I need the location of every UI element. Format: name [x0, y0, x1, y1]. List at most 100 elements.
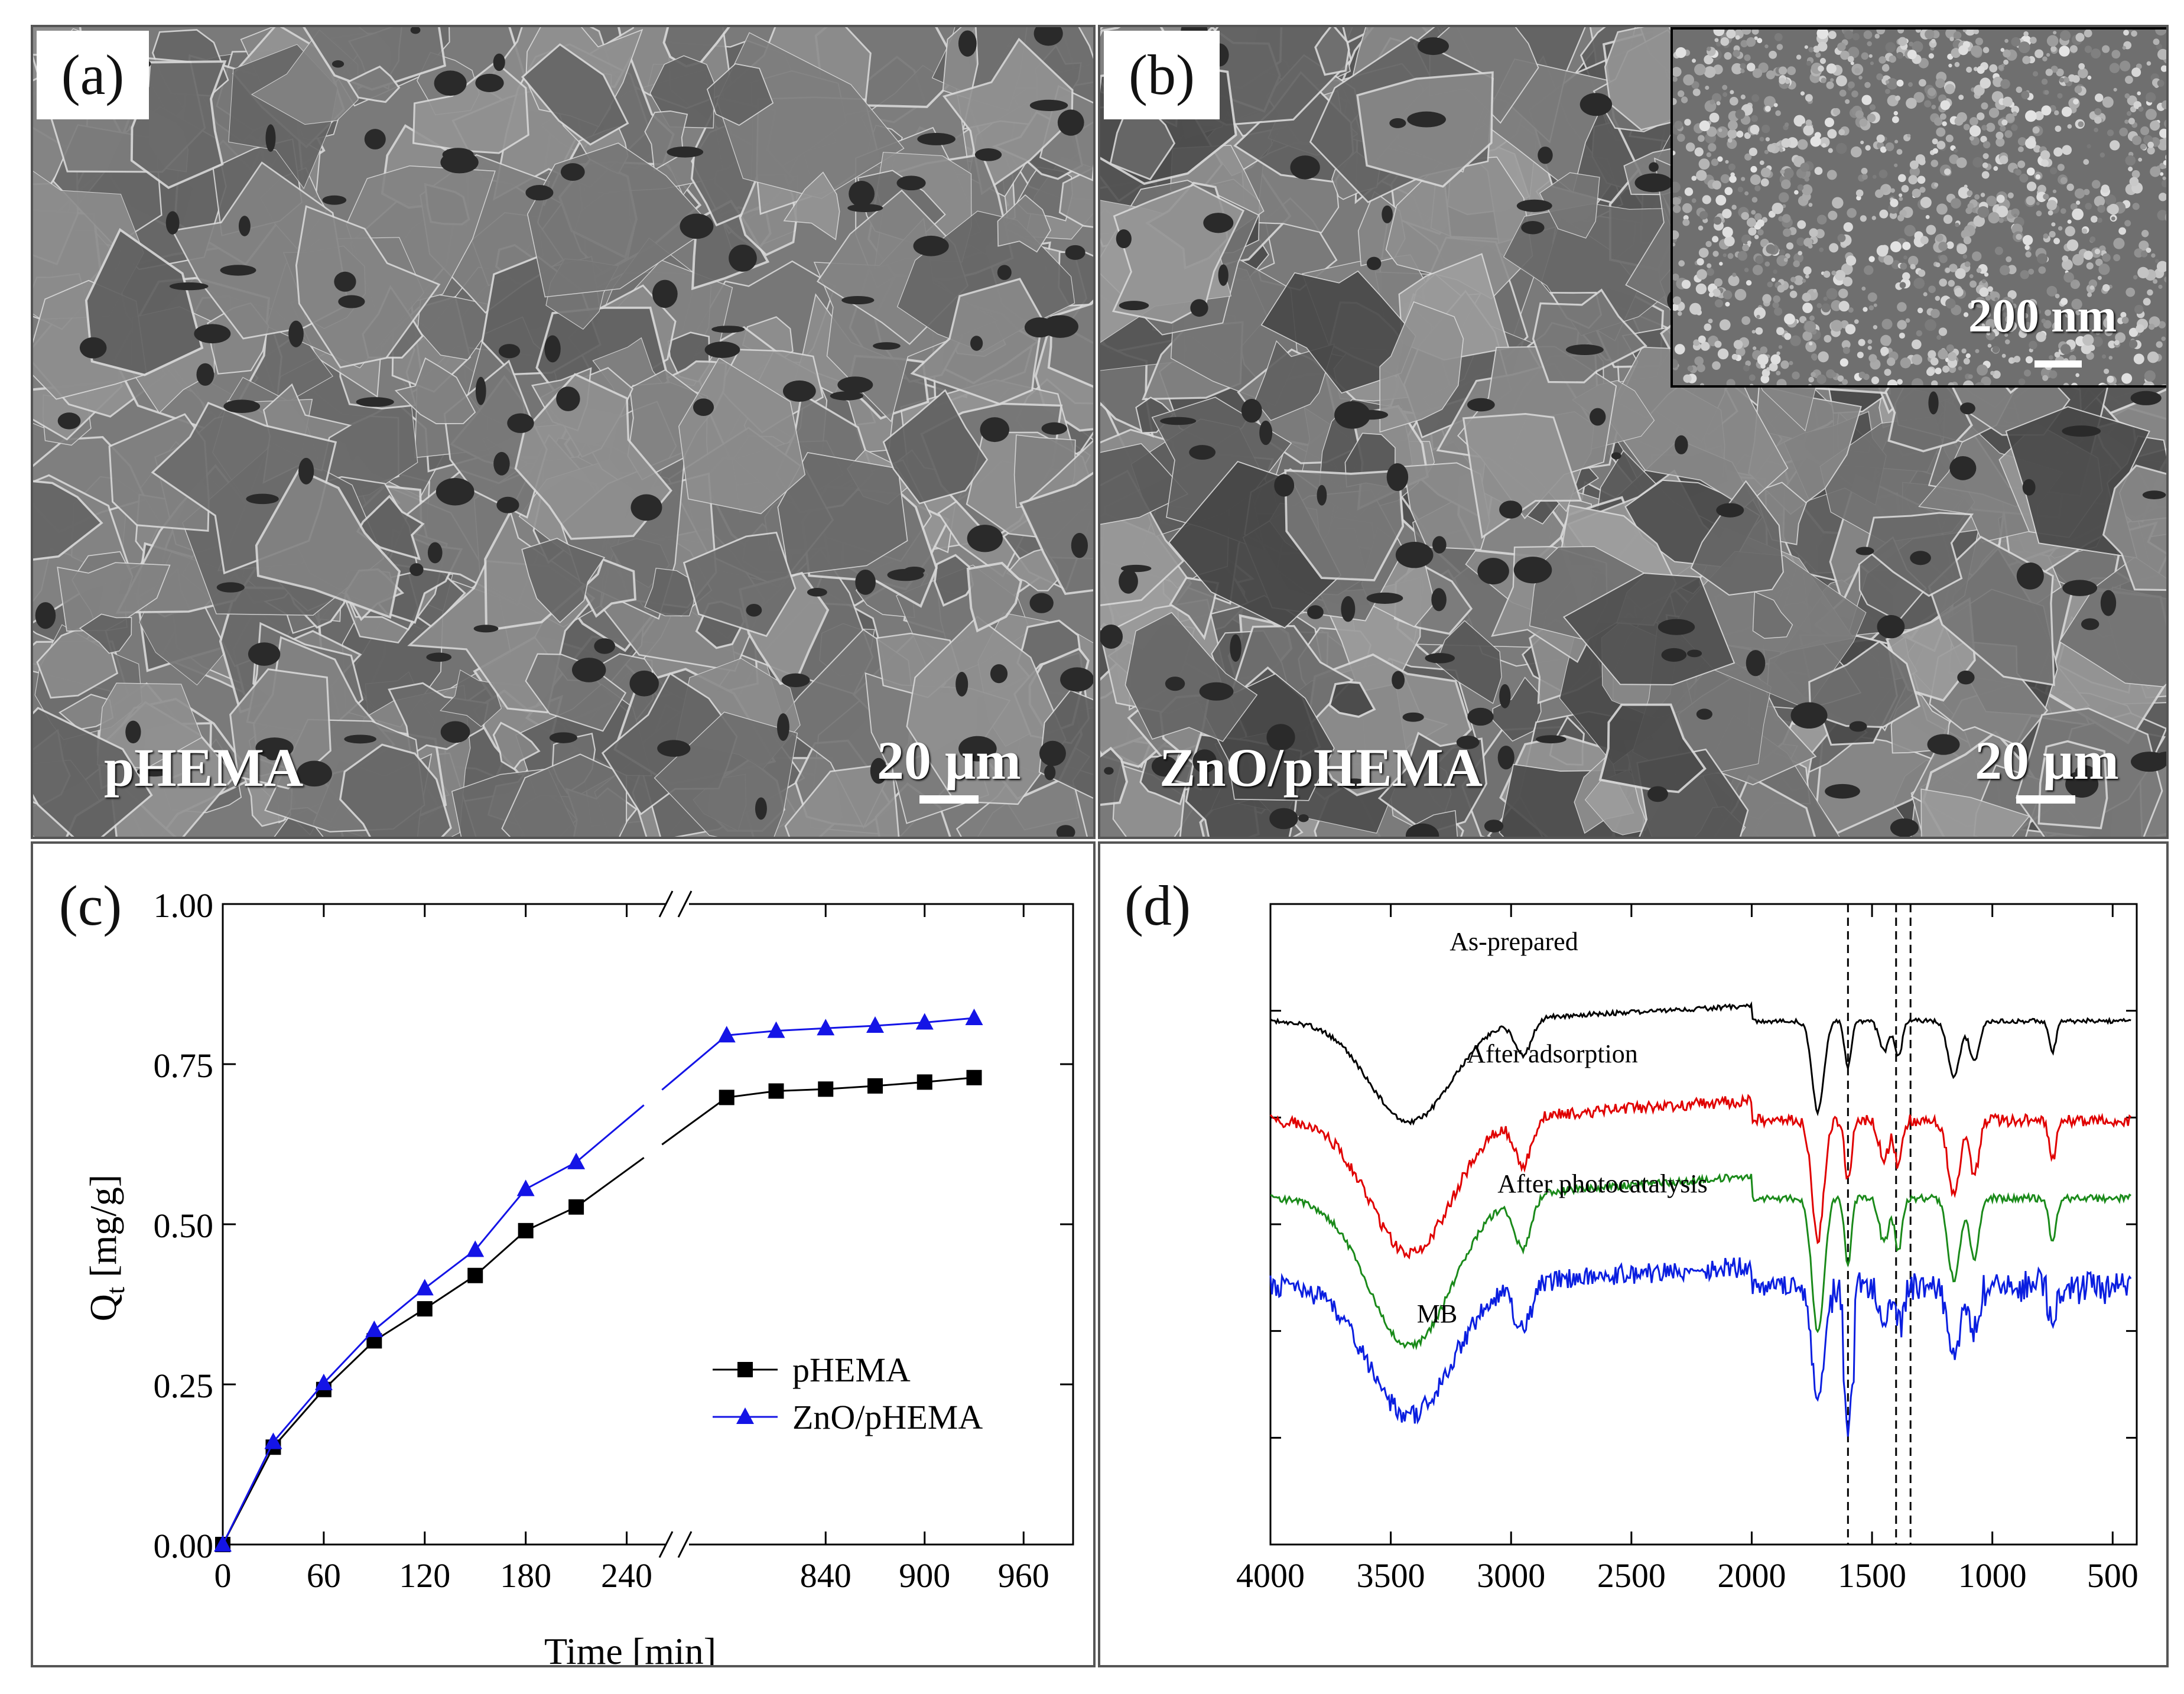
inset-grain: [2057, 93, 2063, 99]
sem-pore: [1341, 778, 1368, 789]
data-point-square: [518, 1222, 534, 1238]
inset-grain: [2102, 45, 2110, 53]
inset-grain: [1808, 376, 1814, 383]
inset-grain: [1673, 359, 1678, 368]
sem-pore: [1120, 564, 1152, 573]
sem-pore: [680, 213, 714, 239]
inset-grain: [1698, 158, 1710, 170]
inset-grain: [1873, 325, 1878, 330]
sem-pore: [1910, 551, 1931, 565]
inset-grain: [1790, 277, 1796, 282]
inset-grain: [1748, 147, 1757, 157]
inset-grain: [1789, 285, 1794, 290]
inset-grain: [1880, 146, 1887, 153]
sem-pore: [1499, 500, 1523, 519]
inset-grain: [1887, 379, 1898, 385]
sem-pore: [967, 525, 1003, 552]
inset-grain: [1836, 75, 1847, 87]
sem-pore: [496, 496, 519, 513]
inset-grain: [2083, 159, 2089, 165]
inset-grain: [2048, 210, 2053, 216]
sem-flake: [966, 561, 1023, 633]
sem-flake: [255, 468, 401, 619]
inset-grain: [2023, 31, 2029, 37]
sem-pore: [2022, 479, 2036, 496]
inset-grain: [2000, 265, 2010, 275]
inset-grain: [1958, 366, 1962, 370]
inset-grain: [2004, 339, 2010, 344]
inset-grain: [2050, 167, 2058, 175]
inset-grain: [1953, 148, 1958, 153]
sem-flake: [295, 205, 441, 369]
inset-grain: [1673, 181, 1681, 193]
y-tick-label: 0.25: [154, 1367, 214, 1405]
inset-grain: [1776, 379, 1787, 385]
inset-grain: [1982, 141, 1991, 149]
inset-grain: [1838, 288, 1848, 298]
inset-grain: [1945, 298, 1956, 309]
sem-pore: [1203, 213, 1234, 233]
sem-pore: [334, 271, 356, 292]
sem-pore: [1041, 422, 1067, 435]
inset-grain: [1885, 80, 1890, 84]
sem-pore: [338, 295, 365, 308]
inset-grain: [1930, 308, 1940, 318]
sem-pore: [1849, 721, 1867, 732]
inset-grain: [2157, 48, 2166, 60]
inset-grain: [2053, 31, 2057, 35]
inset-grain: [2144, 370, 2156, 382]
inset-grain: [2018, 41, 2030, 53]
inset-grain: [1794, 190, 1799, 195]
inset-grain: [1797, 220, 1806, 229]
inset-grain: [2120, 311, 2127, 318]
sem-pore: [1259, 420, 1273, 446]
inset-grain: [2149, 384, 2153, 385]
inset-grain: [1858, 76, 1863, 80]
inset-grain: [2138, 240, 2149, 251]
inset-grain: [1832, 197, 1844, 209]
data-point-triangle: [365, 1320, 384, 1337]
inset-grain: [1704, 66, 1716, 78]
inset-grain: [1722, 84, 1728, 90]
sem-pore: [549, 732, 577, 743]
inset-grain: [2137, 266, 2149, 279]
data-point-square: [818, 1081, 834, 1097]
inset-grain: [2066, 183, 2074, 191]
sem-pore: [1353, 409, 1389, 420]
inset-grain: [1867, 113, 1876, 123]
inset-grain: [1935, 262, 1941, 268]
sem-flake: [1808, 640, 1920, 729]
sem-pore: [855, 570, 876, 595]
inset-grain: [2041, 79, 2048, 85]
sem-pore: [1057, 109, 1084, 136]
inset-grain: [1920, 236, 1929, 245]
inset-grain: [2131, 135, 2142, 145]
inset-grain: [1954, 287, 1964, 297]
inset-grain: [2020, 386, 2027, 388]
sem-pore: [1065, 245, 1086, 260]
inset-grain: [1751, 115, 1758, 122]
inset-grain: [2035, 174, 2041, 180]
inset-grain: [1874, 34, 1880, 39]
inset-grain: [1962, 254, 1968, 259]
inset-grain: [1977, 66, 1985, 74]
inset-grain: [1880, 185, 1889, 193]
inset-grain: [2046, 35, 2059, 47]
inset-grain: [1726, 379, 1736, 385]
inset-grain: [1970, 280, 1977, 288]
sem-pore: [1199, 682, 1234, 701]
sem-pore: [1402, 712, 1424, 722]
inset-grain: [1969, 117, 1978, 126]
sem-pore: [1686, 649, 1702, 658]
inset-grain: [1740, 69, 1745, 73]
inset-grain: [2036, 201, 2040, 206]
data-point-square: [768, 1083, 784, 1099]
inset-grain: [1673, 230, 1679, 240]
inset-grain: [1708, 143, 1717, 152]
sem-flake: [1462, 412, 1582, 539]
inset-grain: [1977, 112, 1985, 121]
sem-pore: [1675, 435, 1688, 454]
inset-grain: [2055, 294, 2060, 298]
sem-pore: [440, 721, 470, 743]
